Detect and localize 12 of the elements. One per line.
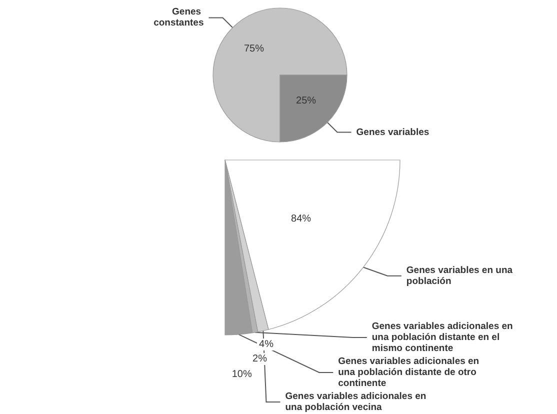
- slice-label: Genes variables adicionales en una población distante en el mismo continente: [372, 321, 516, 354]
- slice-label: Genes variables en una población: [406, 264, 516, 287]
- data-label: 2%: [252, 353, 268, 364]
- data-label: 84%: [291, 213, 312, 224]
- data-label: 25%: [296, 96, 316, 107]
- slice-label: Genes variables adicionales en una población vecina: [285, 391, 429, 413]
- slice-label: Genes variables adicionales en una población distante de otro continente: [338, 356, 482, 389]
- data-label: 4%: [259, 338, 274, 350]
- slice-label: Genes variables: [356, 126, 430, 138]
- data-label: 10%: [232, 368, 252, 380]
- slice-label: Genes constantes: [154, 6, 204, 29]
- data-label: 75%: [244, 43, 264, 54]
